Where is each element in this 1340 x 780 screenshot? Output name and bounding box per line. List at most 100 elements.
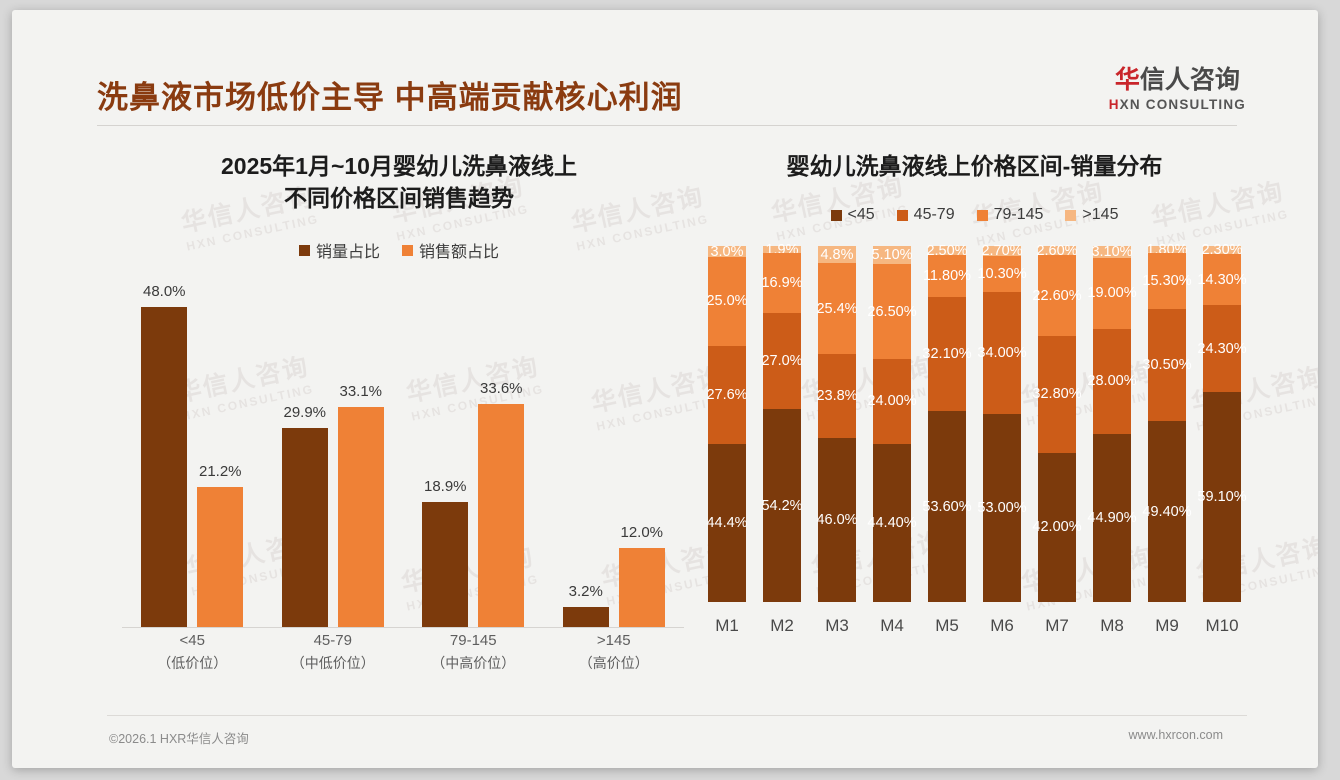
bar-slot: 33.1% bbox=[337, 280, 384, 629]
bar-slot: 29.9% bbox=[281, 280, 328, 629]
legend-swatch-icon bbox=[402, 244, 413, 256]
segment-value-label: 5.10% bbox=[871, 247, 913, 264]
stacked-bar-segment[interactable]: 1.80% bbox=[1146, 242, 1187, 258]
right-legend-item[interactable]: >145 bbox=[1065, 206, 1118, 224]
stacked-bar-segment[interactable]: 28.00% bbox=[1087, 329, 1137, 434]
bar-value-label: 18.9% bbox=[423, 477, 467, 495]
stacked-bar-segment[interactable]: 42.00% bbox=[1032, 452, 1082, 603]
segment-value-label: 26.50% bbox=[867, 303, 917, 320]
segment-value-label: 59.10% bbox=[1197, 488, 1247, 505]
stacked-bar-segment[interactable]: 53.00% bbox=[977, 413, 1027, 603]
segment-value-label: 27.0% bbox=[761, 353, 803, 370]
stacked-bar-segment[interactable]: 2.30% bbox=[1201, 242, 1242, 258]
stacked-bar-column[interactable]: 2.30% 14.30% 24.30% 59.10% bbox=[1197, 242, 1247, 603]
legend-swatch-icon bbox=[896, 209, 908, 221]
left-legend-item[interactable]: 销售额占比 bbox=[402, 238, 499, 262]
segment-value-label: 24.00% bbox=[867, 393, 917, 410]
segment-value-label: 32.80% bbox=[1032, 386, 1082, 403]
segment-value-label: 54.2% bbox=[761, 497, 803, 514]
bar[interactable]: 33.1% bbox=[337, 383, 384, 629]
stacked-bar-segment[interactable]: 1.9% bbox=[763, 242, 801, 258]
bar-value-label: 3.2% bbox=[568, 582, 603, 600]
segment-value-label: 46.0% bbox=[816, 512, 858, 529]
stacked-bar-segment[interactable]: 5.10% bbox=[871, 246, 913, 265]
left-chart-title-line1: 2025年1月~10月婴幼儿洗鼻液线上 bbox=[221, 153, 577, 179]
left-legend-item[interactable]: 销量占比 bbox=[298, 238, 380, 262]
bar[interactable]: 33.6% bbox=[478, 380, 525, 629]
stacked-bar-segment[interactable]: 54.2% bbox=[761, 409, 803, 603]
stacked-bar-segment[interactable]: 19.00% bbox=[1087, 257, 1137, 330]
stacked-bar-segment[interactable]: 27.6% bbox=[706, 345, 748, 445]
stacked-bar-column[interactable]: 2.50% 11.80% 32.10% 53.60% bbox=[922, 243, 972, 603]
stacked-bar-segment[interactable]: 2.70% bbox=[981, 243, 1022, 259]
bar-slot: 3.2% bbox=[562, 280, 609, 629]
stacked-bar-segment[interactable]: 24.30% bbox=[1197, 305, 1247, 392]
stacked-bar-segment[interactable]: 24.00% bbox=[867, 358, 917, 445]
stacked-bar-column[interactable]: 4.8% 25.4% 23.8% 46.0% bbox=[816, 246, 858, 603]
stacked-bar-segment[interactable]: 2.60% bbox=[1036, 243, 1077, 259]
stacked-bar-segment[interactable]: 44.90% bbox=[1087, 433, 1137, 603]
stacked-bar-segment[interactable]: 32.10% bbox=[922, 297, 972, 412]
bar-value-label: 33.1% bbox=[339, 382, 383, 400]
page-title: 洗鼻液市场低价主导 中高端贡献核心利润 bbox=[97, 80, 683, 115]
stacked-bar-column[interactable]: 1.80% 15.30% 30.50% 49.40% bbox=[1142, 242, 1192, 603]
stacked-bar-segment[interactable]: 32.80% bbox=[1032, 335, 1082, 453]
stacked-bar-column[interactable]: 2.70% 10.30% 34.00% 53.00% bbox=[977, 243, 1027, 603]
stacked-bar-column[interactable]: 5.10% 26.50% 24.00% 44.40% bbox=[867, 246, 917, 603]
stacked-bar-segment[interactable]: 30.50% bbox=[1142, 308, 1192, 421]
stacked-bar-segment[interactable]: 16.9% bbox=[761, 252, 803, 314]
bar[interactable]: 48.0% bbox=[141, 283, 188, 629]
x-axis-tick-label: M4 bbox=[880, 616, 904, 636]
stacked-bar-column[interactable]: 1.9% 16.9% 27.0% 54.2% bbox=[761, 242, 803, 603]
stacked-bar-column[interactable]: 2.60% 22.60% 32.80% 42.00% bbox=[1032, 243, 1082, 603]
stacked-bar-segment[interactable]: 46.0% bbox=[816, 438, 858, 603]
bar[interactable]: 21.2% bbox=[197, 463, 244, 629]
grouped-bar-plot-area: 48.0% 21.2% 29.9% 33.1% 18.9% 33.6% 3.2% 12.0% bbox=[122, 280, 685, 629]
stacked-bar-segment[interactable]: 59.10% bbox=[1197, 391, 1247, 603]
x-axis-tick-label: <45 （低价位） bbox=[122, 630, 263, 680]
stacked-bar-segment[interactable]: 2.50% bbox=[926, 243, 967, 259]
stacked-bar-segment[interactable]: 23.8% bbox=[816, 353, 858, 439]
segment-value-label: 2.30% bbox=[1201, 242, 1243, 259]
stacked-bar-segment[interactable]: 11.80% bbox=[923, 255, 971, 298]
stacked-bar-segment[interactable]: 27.0% bbox=[761, 313, 803, 410]
stacked-bar-segment[interactable]: 22.60% bbox=[1032, 255, 1082, 336]
bar-slot: 12.0% bbox=[618, 280, 665, 629]
stacked-bar-column[interactable]: 3.0% 25.0% 27.6% 44.4% bbox=[706, 244, 748, 603]
bar[interactable]: 29.9% bbox=[281, 404, 328, 629]
stacked-bar-segment[interactable]: 26.50% bbox=[867, 264, 917, 359]
stacked-bar-segment[interactable]: 25.0% bbox=[706, 256, 748, 346]
right-legend-item[interactable]: <45 bbox=[830, 206, 875, 224]
right-legend-item[interactable]: 45-79 bbox=[896, 206, 955, 224]
stacked-bar-segment[interactable]: 4.8% bbox=[818, 246, 856, 264]
x-axis-tick-label: M10 bbox=[1205, 616, 1239, 636]
stacked-bar-segment[interactable]: 3.0% bbox=[708, 244, 746, 260]
bar[interactable]: 12.0% bbox=[618, 524, 665, 629]
stacked-bar-segment[interactable]: 14.30% bbox=[1197, 254, 1247, 306]
stacked-bar-column[interactable]: 3.10% 19.00% 28.00% 44.90% bbox=[1087, 244, 1137, 603]
bar-value-label: 33.6% bbox=[479, 379, 523, 397]
stacked-bar-segment[interactable]: 44.40% bbox=[867, 444, 917, 603]
stacked-bar-segment[interactable]: 10.30% bbox=[977, 255, 1027, 293]
stacked-bar-segment[interactable]: 34.00% bbox=[977, 292, 1027, 414]
segment-value-label: 44.90% bbox=[1087, 510, 1137, 527]
footer-divider bbox=[107, 715, 1247, 716]
right-legend-item[interactable]: 79-145 bbox=[976, 206, 1043, 224]
stacked-bar-segment[interactable]: 49.40% bbox=[1142, 420, 1192, 603]
x-tick-sublabel: （中高价位） bbox=[431, 654, 516, 671]
segment-value-label: 28.00% bbox=[1087, 373, 1137, 390]
stacked-bar-segment[interactable]: 3.10% bbox=[1091, 244, 1132, 260]
stacked-bar-segment[interactable]: 25.4% bbox=[816, 263, 858, 354]
x-axis-tick-label: M9 bbox=[1155, 616, 1179, 636]
segment-value-label: 25.4% bbox=[816, 300, 858, 317]
stacked-bar-segment[interactable]: 44.4% bbox=[706, 444, 748, 603]
stacked-bar-segment[interactable]: 15.30% bbox=[1142, 252, 1192, 309]
grouped-chart-x-axis bbox=[122, 627, 684, 629]
bar-group: 3.2% 12.0% bbox=[544, 280, 685, 629]
bar[interactable]: 18.9% bbox=[422, 478, 469, 629]
logo-en-rest: XN CONSULTING bbox=[1119, 97, 1246, 112]
footer-copyright: ©2026.1 HXR华信人咨询 bbox=[109, 732, 249, 746]
x-axis-tick-label: 45-79 （中低价位） bbox=[263, 630, 404, 680]
bar[interactable]: 3.2% bbox=[562, 583, 609, 629]
stacked-bar-segment[interactable]: 53.60% bbox=[922, 411, 972, 603]
